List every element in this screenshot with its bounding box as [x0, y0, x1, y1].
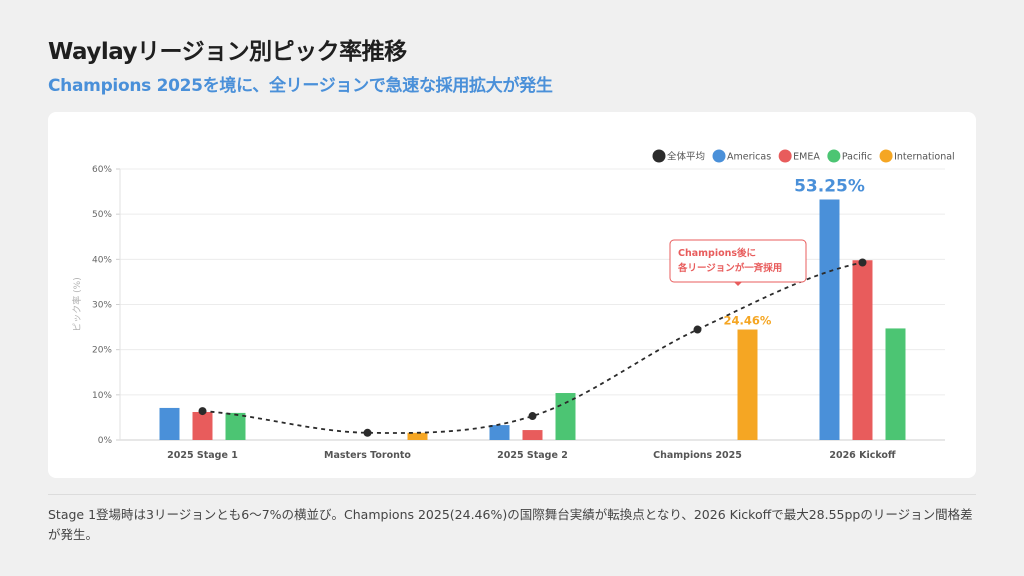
- average-point: [198, 407, 207, 416]
- x-tick-label: 2026 Kickoff: [829, 450, 896, 461]
- chart-card: 0% 10% 20% 30% 40% 50% 60% ピック率 (%) 2025 Stage 1…: [48, 112, 976, 478]
- y-tick-label: 40%: [92, 255, 112, 265]
- average-point: [528, 412, 537, 421]
- page-subtitle: Champions 2025を境に、全リージョンで急速な採用拡大が発生: [48, 76, 553, 96]
- legend-marker-全体平均: [652, 149, 666, 163]
- average-line: [202, 261, 863, 434]
- y-tick-label: 30%: [92, 301, 112, 311]
- legend-label: International: [894, 152, 955, 163]
- average-point: [858, 258, 867, 267]
- annotation-text: 各リージョンが一斉採用: [677, 262, 782, 274]
- annotation-text: Champions後に: [678, 247, 756, 259]
- pick-rate-chart: 0% 10% 20% 30% 40% 50% 60% ピック率 (%) 2025 Stage 1…: [71, 149, 955, 461]
- y-tick-label: 60%: [92, 165, 112, 175]
- bar-americas: [489, 425, 510, 440]
- legend-label: Americas: [727, 152, 771, 163]
- annotation-pointer: [734, 282, 742, 286]
- average-point: [363, 428, 372, 437]
- bar-pacific: [225, 412, 246, 440]
- average-point: [693, 325, 702, 334]
- legend-label: EMEA: [793, 152, 820, 163]
- divider: [48, 494, 976, 495]
- legend-label: 全体平均: [667, 151, 705, 163]
- data-label: 24.46%: [724, 314, 772, 328]
- y-tick-label: 10%: [92, 391, 112, 401]
- bar-international: [407, 432, 428, 440]
- x-tick-label: Masters Toronto: [324, 450, 411, 461]
- y-tick-label: 50%: [92, 210, 112, 220]
- summary-note: Stage 1登場時は3リージョンとも6〜7%の横並び。Champions 20…: [48, 507, 973, 542]
- bar-emea: [192, 411, 213, 440]
- y-axis-label: ピック率 (%): [71, 277, 83, 331]
- bar-americas: [819, 199, 840, 440]
- y-tick-label: 0%: [98, 436, 113, 446]
- bar-emea: [522, 430, 543, 440]
- page-title: Waylayリージョン別ピック率推移: [48, 39, 407, 65]
- x-tick-label: Champions 2025: [653, 450, 742, 461]
- annotation-box: [669, 239, 807, 283]
- legend-marker-emea: [778, 149, 792, 163]
- legend-label: Pacific: [842, 152, 872, 163]
- bar-pacific: [885, 328, 906, 440]
- x-tick-label: 2025 Stage 1: [167, 450, 238, 461]
- legend-marker-americas: [712, 149, 726, 163]
- bar-americas: [159, 407, 180, 440]
- data-label: 53.25%: [794, 176, 865, 196]
- x-tick-label: 2025 Stage 2: [497, 450, 568, 461]
- bar-emea: [852, 260, 873, 440]
- bar-international: [737, 329, 758, 440]
- y-tick-label: 20%: [92, 346, 112, 356]
- legend-marker-international: [879, 149, 893, 163]
- legend-marker-pacific: [827, 149, 841, 163]
